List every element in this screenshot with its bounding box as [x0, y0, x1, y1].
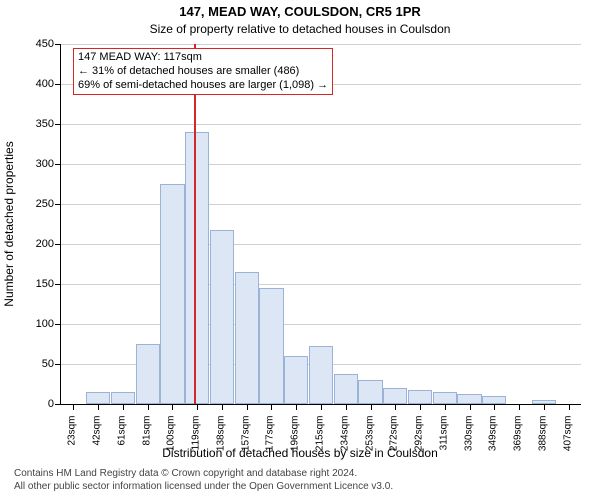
grid-line [61, 44, 581, 45]
chart-subtitle: Size of property relative to detached ho… [0, 22, 600, 36]
grid-line [61, 284, 581, 285]
histogram-bar [383, 388, 407, 404]
grid-line [61, 204, 581, 205]
grid-line [61, 124, 581, 125]
annotation-line: ← 31% of detached houses are smaller (48… [78, 65, 328, 79]
histogram-bar [160, 184, 184, 404]
data-source-caption: Contains HM Land Registry data © Crown c… [14, 468, 393, 493]
grid-line [61, 244, 581, 245]
y-tick-label: 100 [24, 318, 54, 330]
histogram-bar [259, 288, 283, 404]
histogram-bar [309, 346, 333, 404]
histogram-bar [136, 344, 160, 404]
annotation-line: 69% of semi-detached houses are larger (… [78, 79, 328, 93]
histogram-bar [482, 396, 506, 404]
annotation-line: 147 MEAD WAY: 117sqm [78, 51, 328, 65]
histogram-bar [86, 392, 110, 404]
y-tick-label: 400 [24, 78, 54, 90]
histogram-bar [185, 132, 209, 404]
x-axis-title: Distribution of detached houses by size … [0, 446, 600, 460]
histogram-bar [210, 230, 234, 404]
histogram-bar [408, 390, 432, 404]
histogram-bar [334, 374, 358, 404]
histogram-bar [111, 392, 135, 404]
histogram-bar [358, 380, 382, 404]
y-tick-label: 50 [24, 358, 54, 370]
caption-line: All other public sector information lice… [14, 481, 393, 494]
y-tick-label: 450 [24, 38, 54, 50]
histogram-bar [284, 356, 308, 404]
subject-marker-line [194, 44, 196, 404]
y-tick-label: 300 [24, 158, 54, 170]
histogram-bar [433, 392, 457, 404]
caption-line: Contains HM Land Registry data © Crown c… [14, 468, 393, 481]
grid-line [61, 164, 581, 165]
y-tick-label: 0 [24, 398, 54, 410]
histogram-bar [235, 272, 259, 404]
grid-line [61, 324, 581, 325]
y-tick-label: 200 [24, 238, 54, 250]
y-tick-label: 250 [24, 198, 54, 210]
x-axis-labels-container: 23sqm42sqm61sqm81sqm100sqm119sqm138sqm15… [60, 404, 580, 444]
chart-title: 147, MEAD WAY, COULSDON, CR5 1PR [0, 4, 600, 19]
y-tick-label: 350 [24, 118, 54, 130]
subject-annotation-box: 147 MEAD WAY: 117sqm← 31% of detached ho… [73, 48, 333, 95]
plot-area: 147 MEAD WAY: 117sqm← 31% of detached ho… [60, 44, 581, 405]
y-axis-labels-container: 050100150200250300350400450 [0, 44, 54, 404]
y-tick-label: 150 [24, 278, 54, 290]
histogram-bar [457, 394, 481, 404]
